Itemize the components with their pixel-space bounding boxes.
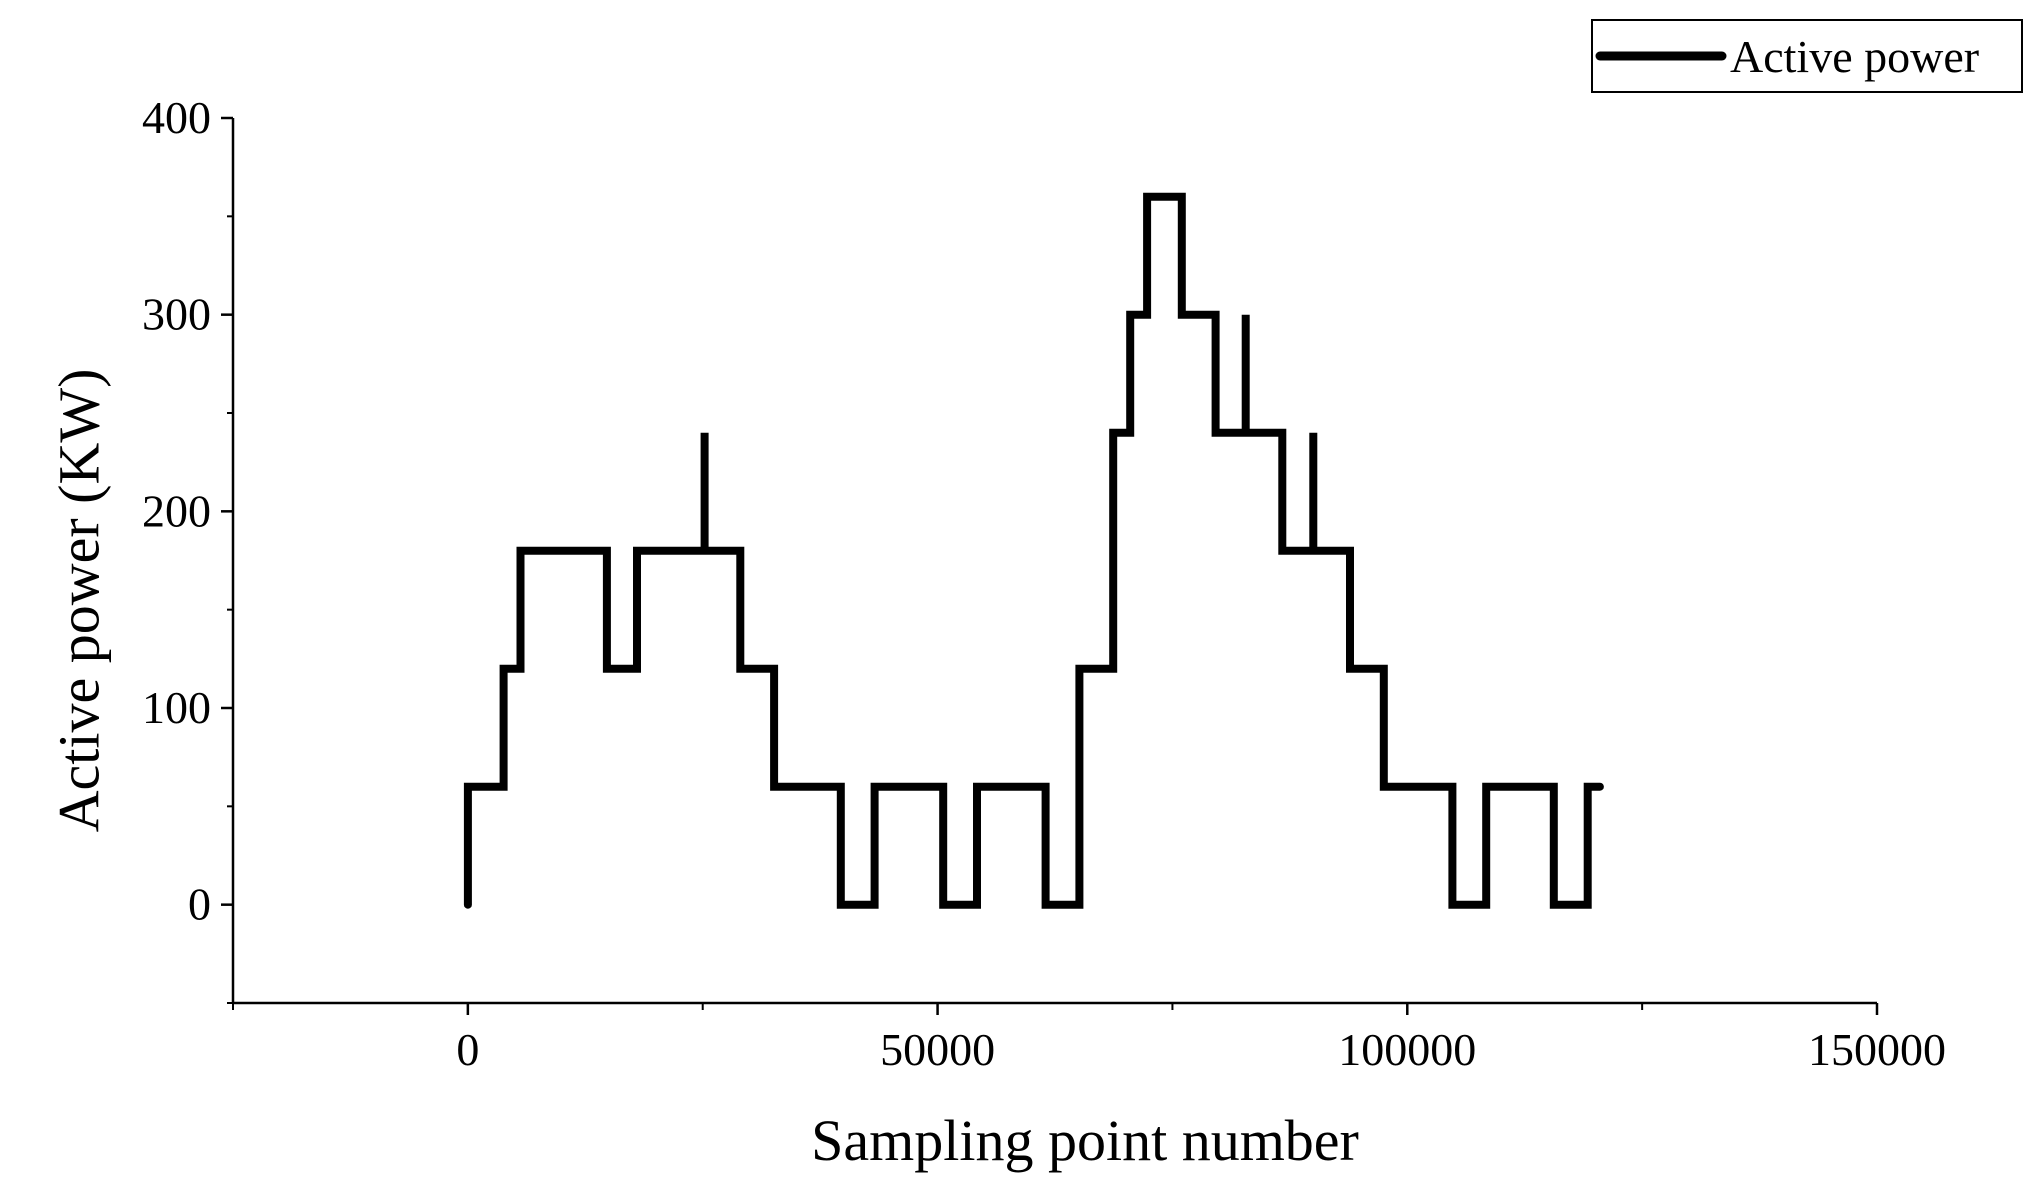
y-tick-label: 400 — [142, 92, 211, 143]
y-axis-title: Active power (KW) — [46, 369, 111, 833]
series-layer — [463, 192, 1604, 909]
y-tick-label: 0 — [188, 879, 211, 930]
y-tick-label: 200 — [142, 485, 211, 536]
x-tick-label: 100000 — [1338, 1024, 1476, 1075]
y-tick-label: 300 — [142, 289, 211, 340]
x-tick-label: 50000 — [880, 1024, 995, 1075]
series-line-active-power — [463, 192, 1604, 909]
x-tick-label: 150000 — [1808, 1024, 1946, 1075]
legend-label-active-power: Active power — [1730, 31, 1979, 82]
axes: 0 100 200 300 400 0 50000 100000 150000 — [142, 92, 1946, 1075]
legend: Active power — [1591, 19, 2023, 93]
x-axis-title: Sampling point number — [811, 1108, 1359, 1173]
x-tick-label: 0 — [456, 1024, 479, 1075]
y-tick-label: 100 — [142, 682, 211, 733]
